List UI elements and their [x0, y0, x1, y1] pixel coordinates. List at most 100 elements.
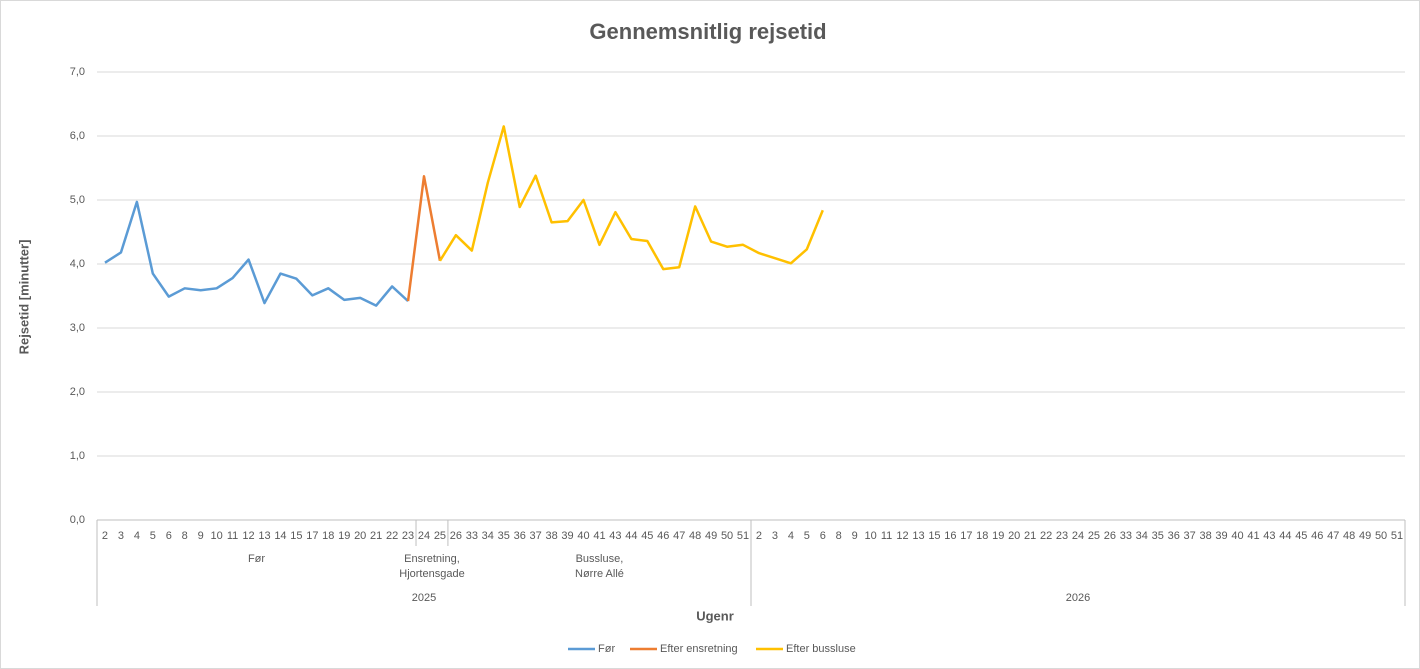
legend-label: Efter ensretning	[660, 643, 738, 655]
x-tick-label: 50	[1375, 530, 1387, 542]
legend-label: Før	[598, 643, 615, 655]
x-tick-label: 15	[928, 530, 940, 542]
phase-label: Før	[247, 553, 266, 565]
x-tick-label: 26	[1104, 530, 1116, 542]
x-tick-label: 38	[545, 530, 557, 542]
x-tick-label: 22	[1040, 530, 1052, 542]
y-tick-label: 3,0	[70, 322, 85, 334]
x-tick-label: 51	[1391, 530, 1403, 542]
x-tick-label: 49	[1359, 530, 1371, 542]
x-tick-label: 11	[881, 530, 892, 542]
x-tick-label: 11	[227, 530, 238, 542]
x-tick-label: 9	[852, 530, 858, 542]
series-line	[406, 175, 442, 302]
x-tick-label: 13	[258, 530, 270, 542]
x-tick-label: 51	[737, 530, 749, 542]
x-tick-label: 19	[992, 530, 1004, 542]
x-tick-label: 48	[689, 530, 701, 542]
x-tick-label: 4	[134, 530, 140, 542]
x-tick-label: 17	[960, 530, 972, 542]
y-tick-label: 0,0	[70, 514, 85, 526]
y-tick-label: 2,0	[70, 386, 85, 398]
x-tick-label: 35	[1152, 530, 1164, 542]
x-tick-label: 26	[450, 530, 462, 542]
chart-title: Gennemsnitlig rejsetid	[589, 19, 826, 44]
x-tick-label: 14	[274, 530, 286, 542]
x-tick-label: 40	[577, 530, 589, 542]
x-tick-label: 34	[1136, 530, 1148, 542]
x-tick-label: 2	[756, 530, 762, 542]
x-tick-label: 24	[418, 530, 430, 542]
phase-label: Ensretning, Hjortensgade	[399, 553, 465, 580]
x-tick-label: 49	[705, 530, 717, 542]
x-tick-label: 2	[102, 530, 108, 542]
x-tick-label: 16	[944, 530, 956, 542]
x-tick-label: 21	[1024, 530, 1036, 542]
x-tick-label: 24	[1072, 530, 1084, 542]
x-tick-label: 36	[514, 530, 526, 542]
year-label: 2026	[1065, 592, 1091, 604]
x-tick-label: 18	[322, 530, 334, 542]
x-tick-label: 22	[386, 530, 398, 542]
x-tick-label: 23	[1056, 530, 1068, 542]
x-tick-label: 18	[976, 530, 988, 542]
y-tick-label: 4,0	[70, 258, 85, 270]
x-tick-label: 10	[211, 530, 223, 542]
x-tick-label: 34	[482, 530, 494, 542]
x-tick-label: 44	[625, 530, 637, 542]
x-tick-label: 19	[338, 530, 350, 542]
x-tick-label: 46	[657, 530, 669, 542]
x-tick-label: 9	[198, 530, 204, 542]
x-tick-label: 36	[1168, 530, 1180, 542]
x-tick-label: 41	[593, 530, 605, 542]
x-tick-label: 45	[641, 530, 653, 542]
x-tick-label: 50	[721, 530, 733, 542]
x-tick-label: 39	[561, 530, 573, 542]
x-tick-label: 25	[1088, 530, 1100, 542]
x-axis-label: Ugenr	[696, 608, 734, 623]
x-tick-label: 6	[166, 530, 172, 542]
x-tick-label: 47	[1327, 530, 1339, 542]
x-tick-label: 46	[1311, 530, 1323, 542]
series-line	[438, 125, 824, 271]
x-tick-label: 33	[466, 530, 478, 542]
y-tick-label: 6,0	[70, 130, 85, 142]
x-tick-label: 37	[1184, 530, 1196, 542]
x-tick-label: 38	[1199, 530, 1211, 542]
x-tick-label: 3	[118, 530, 124, 542]
x-tick-label: 45	[1295, 530, 1307, 542]
phase-label: Bussluse, Nørre Allé	[575, 553, 624, 580]
x-tick-label: 17	[306, 530, 318, 542]
x-tick-label: 47	[673, 530, 685, 542]
x-tick-label: 12	[242, 530, 254, 542]
year-label: 2025	[411, 592, 437, 604]
x-tick-label: 20	[1008, 530, 1020, 542]
x-tick-label: 6	[820, 530, 826, 542]
x-tick-label: 44	[1279, 530, 1291, 542]
x-tick-label: 20	[354, 530, 366, 542]
x-tick-label: 5	[804, 530, 810, 542]
y-tick-label: 7,0	[70, 66, 85, 78]
x-tick-label: 40	[1231, 530, 1243, 542]
x-tick-label: 48	[1343, 530, 1355, 542]
y-axis-label: Rejsetid [minutter]	[16, 240, 31, 355]
x-tick-label: 39	[1215, 530, 1227, 542]
x-tick-label: 5	[150, 530, 156, 542]
x-tick-label: 43	[1263, 530, 1275, 542]
x-tick-label: 13	[912, 530, 924, 542]
y-tick-label: 1,0	[70, 450, 85, 462]
y-tick-label: 5,0	[70, 194, 85, 206]
x-tick-label: 8	[182, 530, 188, 542]
x-tick-label: 35	[498, 530, 510, 542]
x-tick-label: 23	[402, 530, 414, 542]
x-tick-label: 25	[434, 530, 446, 542]
x-tick-label: 21	[370, 530, 382, 542]
x-tick-label: 3	[772, 530, 778, 542]
x-tick-label: 4	[788, 530, 794, 542]
x-tick-label: 8	[836, 530, 842, 542]
x-tick-label: 15	[290, 530, 302, 542]
x-tick-label: 33	[1120, 530, 1132, 542]
